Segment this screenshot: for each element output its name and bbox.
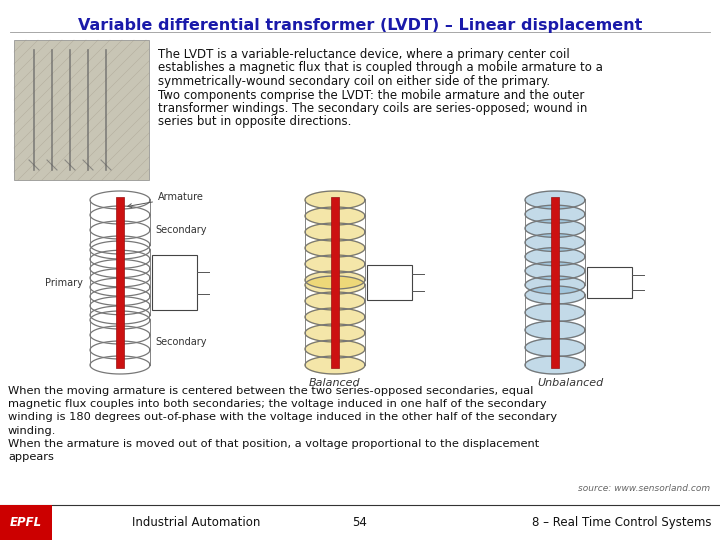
Text: When the moving armature is centered between the two series-opposed secondaries,: When the moving armature is centered bet… [8,386,557,462]
Bar [116,197,124,368]
Text: source: www.sensorland.com: source: www.sensorland.com [578,484,710,493]
Text: Variable differential transformer (LVDT) – Linear displacement: Variable differential transformer (LVDT)… [78,18,642,33]
Text: Unbalanced: Unbalanced [537,378,603,388]
Polygon shape [305,223,365,241]
Bar [0,505,720,540]
Text: Industrial Automation: Industrial Automation [132,516,261,529]
Polygon shape [305,292,365,310]
Bar [14,40,149,180]
Polygon shape [305,191,365,209]
Text: Two components comprise the LVDT: the mobile armature and the outer: Two components comprise the LVDT: the mo… [158,89,585,102]
Polygon shape [305,324,365,342]
Polygon shape [305,207,365,225]
Polygon shape [305,340,365,358]
Text: Armature: Armature [128,192,204,207]
Polygon shape [305,255,365,273]
Text: Secondary: Secondary [155,337,207,347]
Text: Secondary: Secondary [155,225,207,235]
Polygon shape [525,276,585,294]
Polygon shape [525,286,585,304]
Polygon shape [525,321,585,339]
Polygon shape [305,276,365,294]
Polygon shape [525,219,585,238]
Text: EPFL: EPFL [10,516,42,529]
Bar [0,505,52,540]
Polygon shape [305,239,365,257]
Bar [367,265,412,300]
Polygon shape [525,356,585,374]
Bar [587,267,632,298]
Polygon shape [525,233,585,252]
Text: Balanced: Balanced [309,378,361,388]
Polygon shape [305,356,365,374]
Text: The LVDT is a variable-reluctance device, where a primary center coil: The LVDT is a variable-reluctance device… [158,48,570,61]
Text: symmetrically-wound secondary coil on either side of the primary.: symmetrically-wound secondary coil on ei… [158,75,550,88]
Polygon shape [305,308,365,326]
Polygon shape [525,339,585,356]
Bar [551,197,559,368]
Text: establishes a magnetic flux that is coupled through a mobile armature to a: establishes a magnetic flux that is coup… [158,62,603,75]
Polygon shape [525,205,585,223]
Bar [331,197,339,368]
Polygon shape [525,248,585,266]
Bar [152,255,197,310]
Text: 54: 54 [353,516,367,529]
Polygon shape [525,303,585,321]
Text: Primary: Primary [45,278,83,287]
Text: series but in opposite directions.: series but in opposite directions. [158,116,351,129]
Text: 8 – Real Time Control Systems: 8 – Real Time Control Systems [533,516,712,529]
Polygon shape [525,262,585,280]
Polygon shape [525,191,585,209]
Text: transformer windings. The secondary coils are series-opposed; wound in: transformer windings. The secondary coil… [158,102,588,115]
Polygon shape [305,271,365,289]
